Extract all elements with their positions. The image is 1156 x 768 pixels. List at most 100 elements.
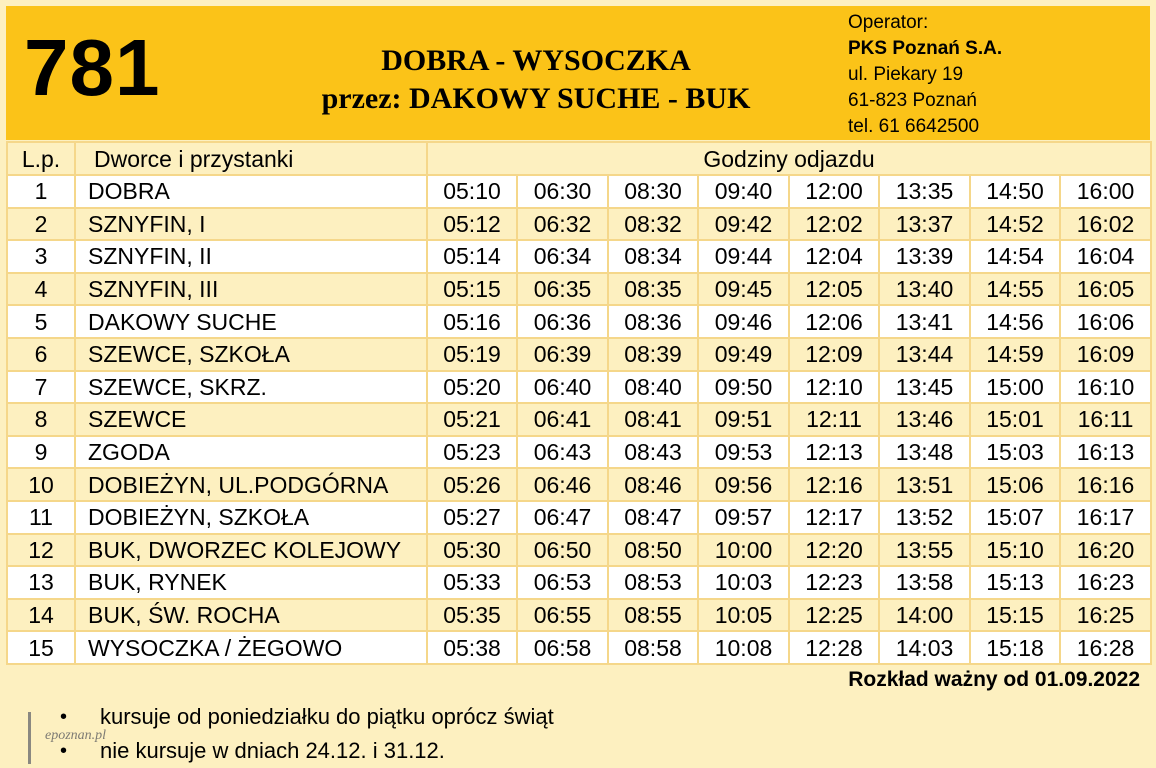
departure-time-cell: 06:46 [516, 467, 609, 502]
route-number: 781 [24, 23, 161, 112]
row-number-cell: 8 [6, 402, 76, 437]
row-number-cell: 4 [6, 271, 76, 307]
departure-time-cell: 08:53 [607, 565, 699, 600]
footnote-text: kursuje od poniedziałku do piątku oprócz… [100, 704, 554, 729]
route-title-line1: DOBRA - WYSOCZKA [381, 44, 691, 77]
departure-time-cell: 15:03 [969, 434, 1061, 470]
row-number-cell: 1 [6, 174, 76, 209]
departure-time-cell: 12:28 [788, 630, 880, 665]
departure-time-cell: 06:39 [516, 336, 609, 372]
departure-time-cell: 08:40 [607, 369, 699, 405]
departure-time-cell: 16:20 [1058, 532, 1153, 568]
departure-time-cell: 06:55 [516, 597, 609, 633]
departure-time-cell: 09:56 [697, 467, 790, 502]
departure-time-cell: 05:16 [426, 304, 518, 339]
operator-city: 61-823 Poznań [848, 90, 977, 111]
departure-time-cell: 06:58 [516, 630, 609, 665]
footnotes: • kursuje od poniedziałku do piątku opró… [58, 700, 554, 768]
departure-time-cell: 15:10 [969, 532, 1061, 568]
departure-time-cell: 08:46 [607, 467, 699, 502]
stop-name-cell: WYSOCZKA / ŻEGOWO [74, 630, 428, 665]
stop-name-cell: DOBIEŻYN, UL.PODGÓRNA [74, 467, 428, 502]
row-number-cell: 9 [6, 434, 76, 470]
departure-time-cell: 06:35 [516, 271, 609, 307]
departure-time-cell: 12:13 [788, 434, 880, 470]
departure-time-cell: 15:01 [969, 402, 1061, 437]
departure-time-cell: 15:06 [969, 467, 1061, 502]
operator-name: PKS Poznań S.A. [848, 38, 1003, 59]
departure-time-cell: 05:30 [426, 532, 518, 568]
departure-time-cell: 08:50 [607, 532, 699, 568]
departure-time-cell: 05:33 [426, 565, 518, 600]
table-row: 7 SZEWCE, SKRZ. 05:20 06:40 08:40 09:50 12:10 1… [6, 369, 1153, 405]
row-number-cell: 15 [6, 630, 76, 665]
table-row: 2 SZNYFIN, I 05:12 06:32 08:32 09:42 12:02 13:3… [6, 206, 1153, 242]
departure-time-cell: 16:13 [1058, 434, 1153, 470]
departure-time-cell: 08:43 [607, 434, 699, 470]
departure-time-cell: 16:17 [1058, 499, 1153, 535]
departure-time-cell: 09:40 [697, 174, 790, 209]
bullet-icon: • [60, 706, 68, 728]
watermark-logo: epoznan.pl [28, 712, 148, 764]
departure-time-cell: 12:09 [788, 336, 880, 372]
table-row: 5 DAKOWY SUCHE 05:16 06:36 08:36 09:46 12:06 13… [6, 304, 1153, 339]
stop-name-cell: BUK, RYNEK [74, 565, 428, 600]
row-number-cell: 11 [6, 499, 76, 535]
stop-name-cell: SZEWCE, SZKOŁA [74, 336, 428, 372]
departure-time-cell: 14:59 [969, 336, 1061, 372]
departure-time-cell: 05:38 [426, 630, 518, 665]
table-row: 9 ZGODA 05:23 06:43 08:43 09:53 12:13 13:48 15:0… [6, 434, 1153, 470]
departure-time-cell: 14:54 [969, 239, 1061, 274]
operator-label: Operator: [848, 12, 929, 33]
departure-time-cell: 16:28 [1058, 630, 1153, 665]
departure-time-cell: 15:18 [969, 630, 1061, 665]
departure-time-cell: 16:25 [1058, 597, 1153, 633]
footnote-text: nie kursuje w dniach 24.12. i 31.12. [100, 738, 445, 763]
departure-time-cell: 05:23 [426, 434, 518, 470]
departure-time-cell: 12:25 [788, 597, 880, 633]
stop-name-cell: ZGODA [74, 434, 428, 470]
departure-time-cell: 14:55 [969, 271, 1061, 307]
table-row: 6 SZEWCE, SZKOŁA 05:19 06:39 08:39 09:49 12:09… [6, 336, 1153, 372]
row-number-cell: 12 [6, 532, 76, 568]
departure-time-cell: 05:21 [426, 402, 518, 437]
departure-time-cell: 15:13 [969, 565, 1061, 600]
departure-time-cell: 09:57 [697, 499, 790, 535]
departure-time-cell: 06:36 [516, 304, 609, 339]
stop-name-cell: SZNYFIN, II [74, 239, 428, 274]
departure-time-cell: 16:11 [1058, 402, 1153, 437]
footnote-item: • kursuje od poniedziałku do piątku opró… [58, 700, 554, 734]
stop-name-cell: BUK, ŚW. ROCHA [74, 597, 428, 633]
departure-time-cell: 12:02 [788, 206, 880, 242]
departure-time-cell: 13:48 [878, 434, 971, 470]
stop-name-cell: SZNYFIN, III [74, 271, 428, 307]
departure-time-cell: 10:03 [697, 565, 790, 600]
departure-time-cell: 12:04 [788, 239, 880, 274]
departure-time-cell: 06:43 [516, 434, 609, 470]
departure-time-cell: 08:30 [607, 174, 699, 209]
departure-time-cell: 09:45 [697, 271, 790, 307]
departure-time-cell: 06:40 [516, 369, 609, 405]
departure-time-cell: 08:34 [607, 239, 699, 274]
table-row: 13 BUK, RYNEK 05:33 06:53 08:53 10:03 12:23 13:… [6, 565, 1153, 600]
departure-time-cell: 08:36 [607, 304, 699, 339]
departure-time-cell: 08:32 [607, 206, 699, 242]
row-number-cell: 13 [6, 565, 76, 600]
departure-time-cell: 13:52 [878, 499, 971, 535]
departure-time-cell: 10:00 [697, 532, 790, 568]
departure-time-cell: 06:41 [516, 402, 609, 437]
departure-time-cell: 12:00 [788, 174, 880, 209]
stop-name-cell: SZNYFIN, I [74, 206, 428, 242]
departure-time-cell: 06:50 [516, 532, 609, 568]
departure-time-cell: 06:53 [516, 565, 609, 600]
column-header-times: Godziny odjazdu [425, 141, 1153, 176]
table-row: 14 BUK, ŚW. ROCHA 05:35 06:55 08:55 10:05 12:2… [6, 597, 1153, 633]
table-row: 11 DOBIEŻYN, SZKOŁA 05:27 06:47 08:47 09:57 12… [6, 499, 1153, 535]
row-number-cell: 6 [6, 336, 76, 372]
departure-time-cell: 09:42 [697, 206, 790, 242]
stop-name-cell: DOBRA [74, 174, 428, 209]
departure-time-cell: 13:55 [878, 532, 971, 568]
departure-time-cell: 16:16 [1058, 467, 1153, 502]
departure-time-cell: 06:47 [516, 499, 609, 535]
departure-time-cell: 10:08 [697, 630, 790, 665]
